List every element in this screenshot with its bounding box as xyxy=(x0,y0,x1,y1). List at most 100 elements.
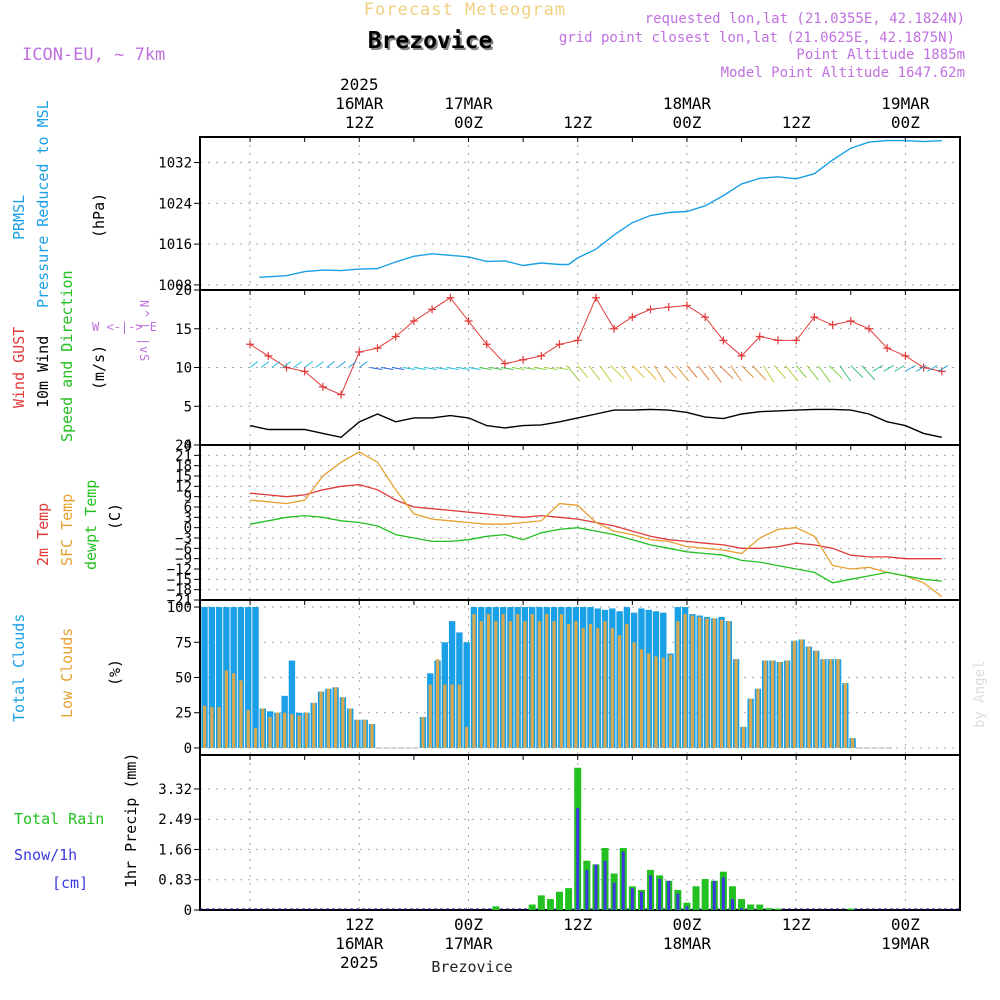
panel-frame xyxy=(199,444,961,601)
compass-bar: | xyxy=(137,322,151,329)
location-title: Brezovice xyxy=(370,30,495,56)
snow-bar xyxy=(649,875,653,910)
compass-south: S xyxy=(137,354,151,361)
low-cloud-bar xyxy=(428,684,432,748)
rain-bar xyxy=(565,888,573,910)
low-cloud-bar xyxy=(224,670,228,748)
wind-arrow xyxy=(916,364,927,372)
low-cloud-bar xyxy=(821,659,826,748)
y-tick-label: 20 xyxy=(175,283,192,299)
wind-arrow xyxy=(577,365,589,378)
total-cloud-bar xyxy=(463,642,470,748)
y-tick-label: 10 xyxy=(175,361,192,377)
low-cloud-bar xyxy=(596,628,600,748)
low-cloud-bar xyxy=(465,726,469,748)
rain-bar xyxy=(528,904,536,910)
y-tick-label: 0 xyxy=(184,741,192,757)
wind-panel: 0 5 10 15 20 xyxy=(175,283,961,454)
low-cloud-bar xyxy=(807,646,811,748)
closest-coords: grid point closest lon,lat (21.0625E, 42… xyxy=(559,30,955,46)
low-cloud-bar xyxy=(508,621,512,748)
model-altitude: Model Point Altitude 1647.62m xyxy=(721,65,965,81)
wind-arrow xyxy=(544,367,558,370)
snow-bar xyxy=(740,908,744,910)
time-label: 00Z xyxy=(891,113,920,132)
y-tick-label: −12 xyxy=(167,562,192,578)
snow-bar xyxy=(676,893,680,910)
wind-arrow xyxy=(249,361,259,368)
time-label: 19MAR xyxy=(881,94,930,113)
low-cloud-bar xyxy=(690,615,695,748)
y-tick-label: −9 xyxy=(175,552,192,568)
footer-location: Brezovice xyxy=(431,958,512,976)
gust-marker xyxy=(337,390,346,399)
low-cloud-bar xyxy=(355,719,360,748)
y-tick-label: 1016 xyxy=(158,237,192,253)
wind-arrow xyxy=(926,364,938,372)
y-tick-label: 15 xyxy=(175,469,192,485)
wind-arrow xyxy=(621,365,633,382)
low-cloud-bar xyxy=(625,623,629,748)
wind-arrow xyxy=(631,365,645,378)
low-cloud-bar xyxy=(778,662,782,748)
gust-marker xyxy=(482,340,491,349)
wind-arrow xyxy=(773,365,787,380)
y-tick-label: 3 xyxy=(184,510,192,526)
gust-marker xyxy=(464,317,473,325)
pressure-unit: (hPa) xyxy=(90,193,108,238)
gust-marker xyxy=(664,303,673,312)
low-cloud-bar xyxy=(559,614,563,748)
time-label: 16MAR xyxy=(335,94,384,113)
pressure-line xyxy=(259,139,942,278)
point-altitude: Point Altitude 1885m xyxy=(796,47,965,63)
wind-arrow xyxy=(795,365,807,378)
low-cloud-bar xyxy=(763,660,767,748)
rain-bar xyxy=(728,886,736,910)
clouds-unit: (%) xyxy=(106,659,124,686)
gust-marker xyxy=(573,336,582,345)
low-clouds-label: Low Clouds xyxy=(58,628,76,718)
y-tick-label: 0 xyxy=(184,903,192,919)
wind-unit: (m/s) xyxy=(90,345,108,390)
low-cloud-bar xyxy=(232,673,236,748)
low-cloud-bar xyxy=(290,714,294,748)
wind-arrow xyxy=(533,367,547,370)
snow-bar xyxy=(621,851,625,910)
snow-bar xyxy=(576,807,580,910)
wind-arrow xyxy=(381,367,394,370)
snow-bar xyxy=(603,860,607,910)
low-cloud-bar xyxy=(850,738,855,748)
gust-marker xyxy=(373,344,382,353)
panel-frame xyxy=(199,136,961,291)
wind-arrow xyxy=(828,365,843,380)
wind-arrow xyxy=(610,365,625,380)
y-tick-label: 6 xyxy=(184,500,192,516)
y-tick-label: 5 xyxy=(184,399,192,415)
snow-bar xyxy=(639,891,643,910)
wind-arrow xyxy=(730,365,742,382)
y-tick-label: 0 xyxy=(184,521,192,537)
y-tick-label: −3 xyxy=(175,531,192,547)
low-cloud-bar xyxy=(421,716,425,748)
low-cloud-bar xyxy=(770,660,775,748)
low-cloud-bar xyxy=(268,716,272,748)
wind-arrow xyxy=(937,364,949,372)
y-tick-label: 3.32 xyxy=(158,782,192,798)
low-cloud-bar xyxy=(486,614,491,748)
low-cloud-bar xyxy=(450,684,454,748)
wind-arrow xyxy=(599,365,613,383)
rain-bar xyxy=(747,904,755,910)
pressure-panel: 1008 1016 1024 1032 xyxy=(158,136,961,294)
y-tick-label: 1008 xyxy=(158,278,192,294)
wind-arrow xyxy=(391,367,405,370)
low-cloud-bar xyxy=(727,621,731,748)
wind-line xyxy=(249,408,942,439)
wind-arrow xyxy=(501,367,514,370)
snow-bar xyxy=(612,882,616,910)
wind-arrow xyxy=(883,364,894,372)
rain-bar xyxy=(537,895,545,910)
precip-unit: 1hr Precip (mm) xyxy=(122,753,140,888)
wind-compass: N^|W <-|-> E|vS xyxy=(92,300,157,361)
y-tick-label: −6 xyxy=(175,541,192,557)
gust-marker xyxy=(810,313,819,322)
